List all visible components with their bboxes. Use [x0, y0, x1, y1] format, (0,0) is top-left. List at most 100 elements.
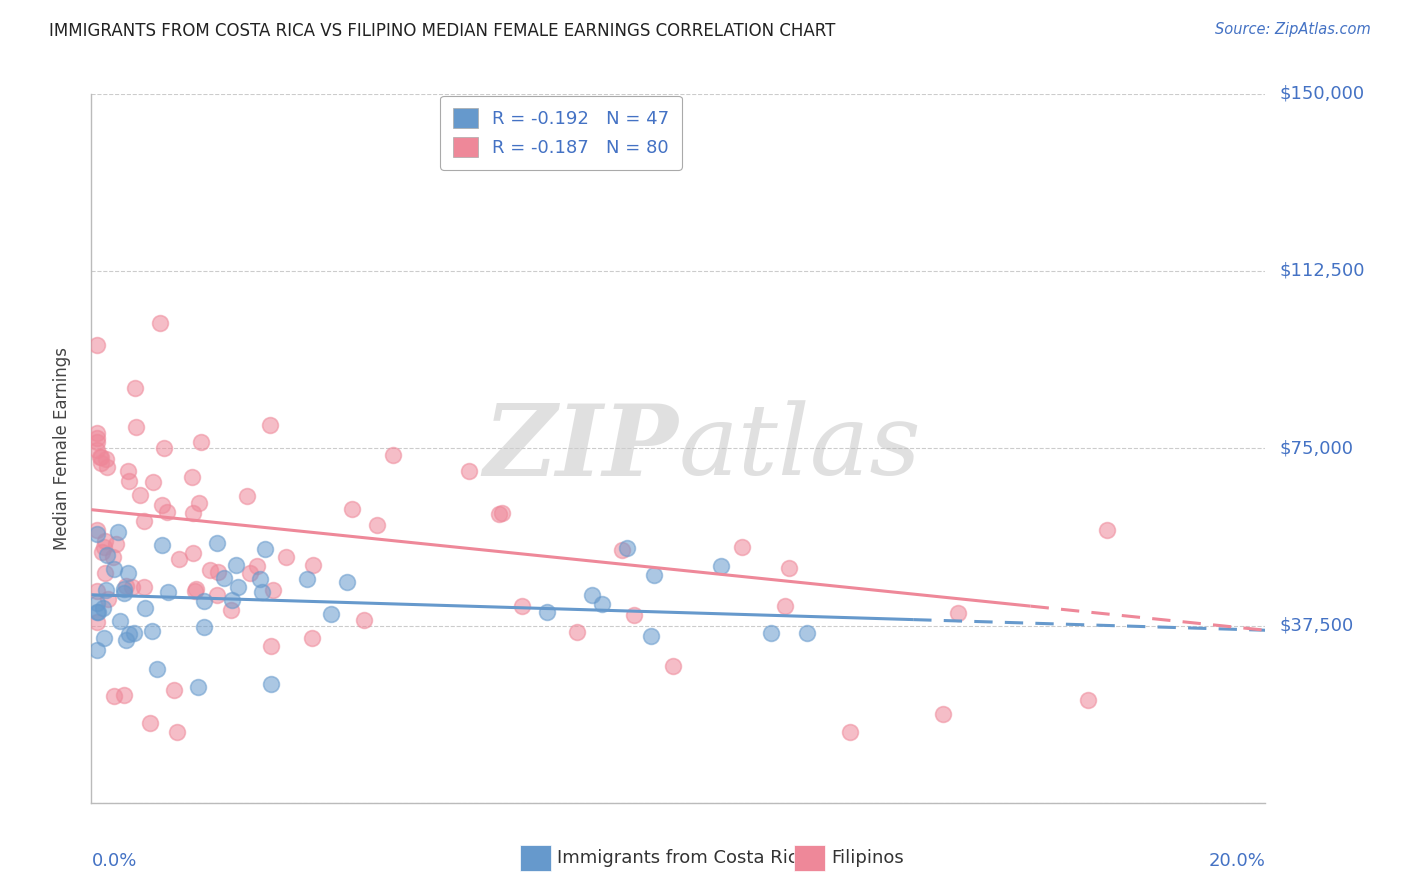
Point — [112, 582, 135, 596]
Point — [118, 474, 141, 488]
Point — [610, 542, 633, 557]
Text: Source: ZipAtlas.com: Source: ZipAtlas.com — [1215, 22, 1371, 37]
Point — [97, 592, 120, 607]
Point — [118, 627, 141, 641]
Point — [221, 593, 243, 607]
Point — [121, 580, 143, 594]
Point — [124, 381, 146, 395]
Text: Filipinos: Filipinos — [831, 849, 904, 867]
Point — [153, 442, 176, 456]
Point — [205, 589, 228, 603]
Y-axis label: Median Female Earnings: Median Female Earnings — [52, 347, 70, 549]
Point — [207, 565, 229, 579]
Text: atlas: atlas — [678, 401, 921, 496]
Point — [225, 558, 247, 572]
Point — [183, 506, 205, 520]
Point — [219, 603, 242, 617]
Point — [117, 463, 139, 477]
Point — [254, 542, 277, 557]
Point — [181, 546, 204, 560]
Point — [187, 680, 209, 694]
Point — [156, 585, 179, 599]
Point — [89, 450, 111, 465]
Point — [90, 450, 112, 465]
Point — [150, 498, 173, 512]
Point — [86, 584, 108, 599]
Text: $150,000: $150,000 — [1279, 85, 1364, 103]
Point — [90, 456, 112, 470]
Point — [186, 582, 208, 596]
Point — [139, 715, 162, 730]
Point — [86, 523, 108, 537]
Point — [260, 639, 283, 653]
Point — [510, 599, 533, 613]
Point — [163, 683, 186, 698]
Point — [239, 566, 262, 580]
Point — [93, 540, 115, 554]
Point — [86, 426, 108, 441]
Point — [94, 533, 117, 548]
Point — [796, 626, 818, 640]
Text: $112,500: $112,500 — [1279, 262, 1365, 280]
Point — [87, 605, 110, 619]
Point — [773, 599, 796, 613]
Point — [245, 558, 267, 573]
Point — [142, 475, 165, 489]
Point — [249, 572, 271, 586]
Point — [710, 559, 733, 574]
Point — [190, 435, 212, 450]
Point — [86, 643, 108, 657]
Point — [86, 527, 108, 541]
Point — [946, 606, 969, 620]
Point — [458, 464, 481, 478]
Point — [93, 631, 115, 645]
Text: $75,000: $75,000 — [1279, 439, 1354, 458]
Point — [274, 550, 297, 565]
Point — [117, 566, 139, 581]
Point — [193, 619, 215, 633]
Point — [235, 489, 257, 503]
Point — [183, 583, 205, 598]
Text: IMMIGRANTS FROM COSTA RICA VS FILIPINO MEDIAN FEMALE EARNINGS CORRELATION CHART: IMMIGRANTS FROM COSTA RICA VS FILIPINO M… — [49, 22, 835, 40]
Point — [319, 607, 342, 622]
Point — [96, 548, 118, 562]
Point — [103, 562, 125, 576]
Text: 20.0%: 20.0% — [1209, 853, 1265, 871]
Point — [759, 626, 782, 640]
Point — [96, 452, 118, 467]
Point — [86, 615, 108, 630]
Point — [86, 431, 108, 445]
Point — [382, 448, 405, 462]
Point — [623, 608, 645, 623]
Point — [565, 624, 588, 639]
Point — [112, 586, 135, 600]
Point — [128, 488, 150, 502]
Point — [295, 572, 318, 586]
Point — [581, 588, 603, 602]
Point — [778, 561, 800, 575]
Point — [491, 506, 513, 520]
Point — [105, 537, 128, 551]
Point — [86, 338, 108, 352]
Point — [86, 442, 108, 457]
Point — [115, 579, 138, 593]
Point — [86, 435, 108, 450]
Point — [643, 568, 665, 582]
Point — [101, 550, 124, 565]
Point — [932, 707, 955, 722]
Point — [181, 470, 204, 484]
Point — [193, 594, 215, 608]
Point — [1077, 693, 1099, 707]
Point — [86, 605, 108, 619]
Point — [107, 525, 129, 540]
Point — [86, 596, 108, 610]
Point — [353, 613, 375, 627]
Point — [187, 496, 209, 510]
Text: 0.0%: 0.0% — [91, 853, 136, 871]
Point — [141, 624, 163, 639]
Point — [166, 724, 188, 739]
Point — [662, 658, 685, 673]
Point — [152, 538, 174, 552]
Point — [340, 501, 363, 516]
Text: $37,500: $37,500 — [1279, 616, 1354, 634]
